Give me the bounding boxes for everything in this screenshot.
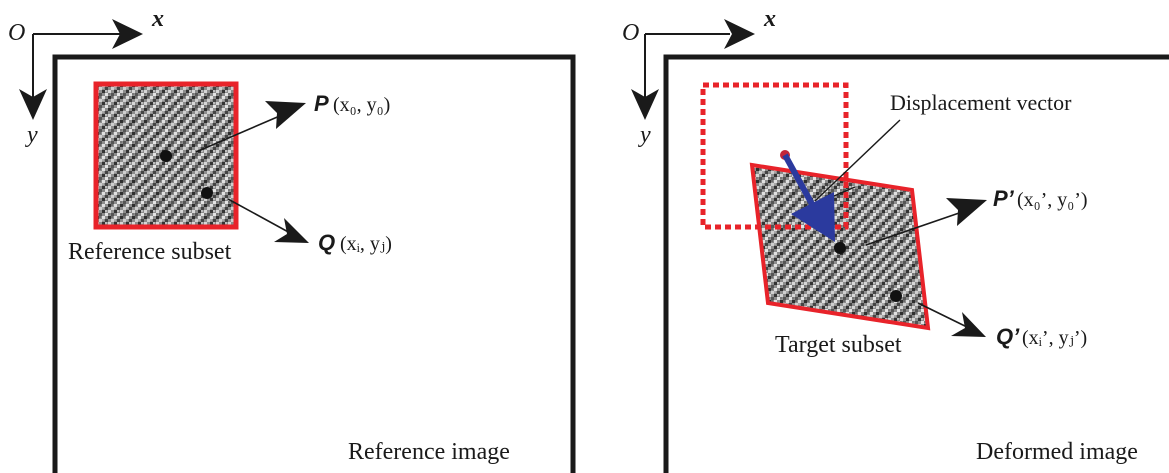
origin-label-right: O <box>622 20 639 46</box>
right-axes: O x y <box>622 6 776 148</box>
displacement-vector-arrow <box>780 150 835 242</box>
point-p-prime-label: P’ (x₀’, y₀’) <box>993 186 1088 211</box>
y-axis-label-right: y <box>638 122 651 148</box>
point-q-prime <box>890 290 902 302</box>
point-p-name: P <box>314 91 329 116</box>
point-p-pointer <box>195 114 283 153</box>
reference-image-frame <box>52 54 576 473</box>
left-axes: O x y <box>8 6 164 148</box>
left-panel: O x y Reference subset P (x₀, y₀) Q (xᵢ,… <box>8 6 576 473</box>
original-subset-outline <box>700 82 849 230</box>
point-q-prime-arrowhead <box>951 312 986 337</box>
point-p-prime-name: P’ <box>993 186 1015 211</box>
deformed-image-caption: Deformed image <box>976 439 1138 465</box>
point-p-coords: (x₀, y₀) <box>333 94 390 116</box>
point-q-label: Q (xᵢ, yⱼ) <box>318 230 392 255</box>
point-p-arrowhead <box>265 101 306 129</box>
point-q-coords: (xᵢ, yⱼ) <box>340 233 392 255</box>
point-p-prime-arrowhead <box>946 198 987 226</box>
point-q-prime-coords: (xᵢ’, yⱼ’) <box>1022 327 1087 349</box>
x-axis-label: x <box>151 6 164 32</box>
point-q-name: Q <box>318 230 335 255</box>
right-panel: O x y Target subset Displacement vector … <box>622 6 1169 473</box>
point-p-label: P (x₀, y₀) <box>314 91 390 116</box>
x-axis-label-right: x <box>763 6 776 32</box>
reference-image-caption: Reference image <box>348 439 510 465</box>
point-q-prime-pointer <box>917 302 970 329</box>
displacement-label-pointer-1 <box>814 119 901 202</box>
point-p-prime-pointer <box>865 211 963 246</box>
point-q-pointer <box>227 198 293 235</box>
point-q <box>201 187 213 199</box>
point-q-prime-name: Q’ <box>996 324 1020 349</box>
target-subset-label: Target subset <box>775 332 902 358</box>
y-axis-label: y <box>25 122 38 148</box>
point-p <box>160 150 172 162</box>
point-p-prime <box>834 242 846 254</box>
reference-subset-label: Reference subset <box>68 239 232 265</box>
point-p-prime-coords: (x₀’, y₀’) <box>1017 189 1088 211</box>
origin-label: O <box>8 20 25 46</box>
point-q-prime-label: Q’ (xᵢ’, yⱼ’) <box>996 324 1087 349</box>
deformed-image-frame <box>663 54 1169 473</box>
displacement-vector-label: Displacement vector <box>890 90 1072 115</box>
point-q-arrowhead <box>274 218 309 243</box>
